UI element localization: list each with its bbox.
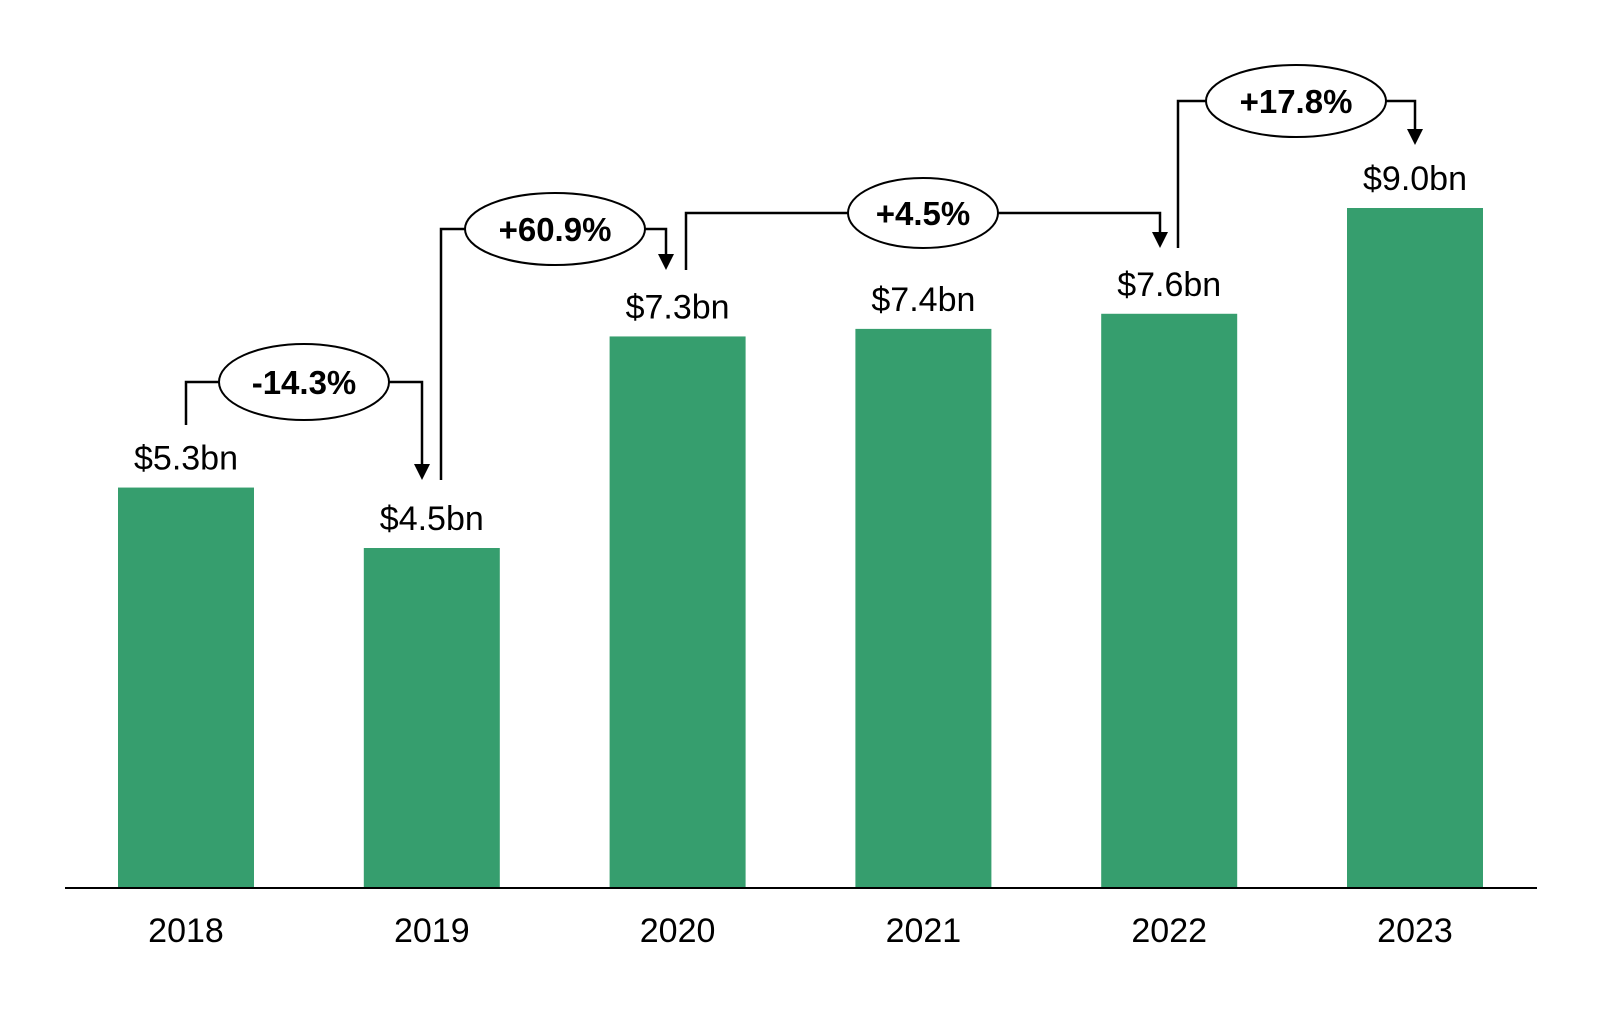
growth-bubble <box>218 343 390 421</box>
bar-2022 <box>1101 313 1238 888</box>
growth-bubble <box>1205 64 1387 138</box>
data-label-2018: $5.3bn <box>134 440 238 478</box>
x-tick-label-2022: 2022 <box>1131 912 1207 950</box>
x-tick-label-2023: 2023 <box>1377 912 1453 950</box>
data-label-2020: $7.3bn <box>626 288 730 326</box>
data-label-2021: $7.4bn <box>871 281 975 319</box>
arrowhead-icon <box>1152 232 1168 248</box>
arrowhead-icon <box>1407 129 1423 145</box>
x-tick-label-2020: 2020 <box>640 912 716 950</box>
growth-label-2020-2022: +4.5% <box>876 195 971 232</box>
x-tick-label-2018: 2018 <box>148 912 224 950</box>
x-tick-label-2021: 2021 <box>886 912 962 950</box>
bar-2023 <box>1347 208 1483 888</box>
growth-label-2019-2020: +60.9% <box>499 211 612 248</box>
bar-2021 <box>855 328 992 888</box>
growth-label-2022-2023: +17.8% <box>1240 83 1353 120</box>
growth-label-2018-2019: -14.3% <box>252 364 357 401</box>
bar-2018 <box>118 487 254 888</box>
growth-bubble <box>464 192 646 266</box>
bar-2020 <box>609 336 746 888</box>
growth-bubble <box>847 177 999 249</box>
x-tick-label-2019: 2019 <box>394 912 470 950</box>
arrowhead-icon <box>414 464 430 480</box>
data-label-2022: $7.6bn <box>1117 266 1221 304</box>
arrowhead-icon <box>658 254 674 270</box>
data-label-2019: $4.5bn <box>380 500 484 538</box>
data-label-2023: $9.0bn <box>1363 160 1467 198</box>
bar-2019 <box>363 548 500 888</box>
